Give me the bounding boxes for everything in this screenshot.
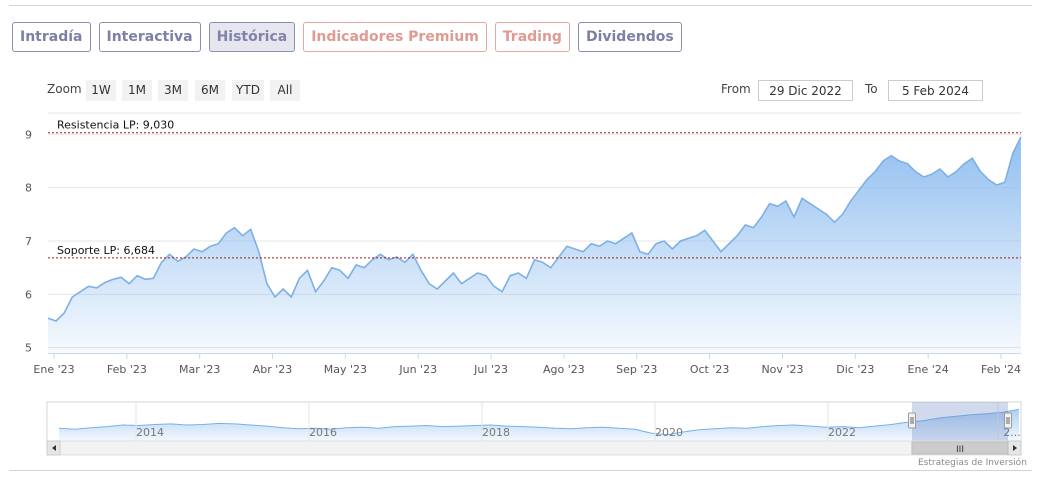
arrow-left-icon [52,445,56,451]
price-area [48,137,1021,353]
bottom-divider [9,470,1032,471]
x-tick-label: Oct '23 [690,363,730,376]
zoom-button-1[interactable]: 1M [122,80,152,101]
price-line [47,136,1022,322]
to-label: To [865,82,878,96]
zoom-button-2[interactable]: 3M [158,80,188,101]
tab-4[interactable]: Trading [494,22,570,52]
navigator-year-label: 2016 [309,426,337,439]
x-tick-label: Ene '23 [33,363,74,376]
plot-line-label-1: Soporte LP: 6,684 [57,244,155,257]
x-tick-label: May '23 [324,363,367,376]
tab-2[interactable]: Histórica [208,22,296,52]
from-date-input[interactable] [758,80,853,101]
x-tick-label: Nov '23 [761,363,803,376]
x-tick-label: Ene '24 [908,363,949,376]
zoom-button-3[interactable]: 6M [195,80,225,101]
tab-3[interactable]: Indicadores Premium [303,22,487,52]
y-tick-label: 8 [25,182,32,195]
scrollbar-track[interactable] [46,440,1022,456]
x-tick-label: Feb '23 [107,363,147,376]
navigator-year-label: 2020 [655,426,683,439]
x-tick-label: Jun '23 [398,363,437,376]
y-tick-label: 5 [25,342,32,355]
y-tick-label: 6 [25,288,32,301]
x-tick-label: Mar '23 [179,363,220,376]
chart-type-tabs: Intradía Interactiva Histórica Indicadores … [12,22,682,52]
x-tick-label: Abr '23 [253,363,293,376]
navigator-area [59,409,1019,441]
navigator-line [58,408,1020,436]
y-tick-label: 7 [25,235,32,248]
zoom-button-5[interactable]: All [270,80,300,101]
x-tick-label: Sep '23 [616,363,657,376]
navigator-mask[interactable] [912,402,1008,441]
scrollbar-grip-icon: III [956,445,964,455]
tab-0[interactable]: Intradía [12,22,91,52]
navigator-year-label: 2... [1003,426,1021,439]
zoom-button-4[interactable]: YTD [232,80,264,101]
plot-line-label-0: Resistencia LP: 9,030 [57,119,174,132]
arrow-right-icon [1013,445,1017,451]
navigator-year-label: 2014 [136,426,164,439]
scrollbar-thumb[interactable] [911,441,1009,455]
zoom-label: Zoom [47,82,82,96]
y-tick-label: 9 [25,128,32,141]
tab-5[interactable]: Dividendos [577,22,682,52]
x-tick-label: Feb '24 [981,363,1021,376]
x-tick-label: Jul '23 [473,363,508,376]
from-label: From [721,82,751,96]
navigator-handle-left[interactable] [908,412,916,429]
navigator-handle-right[interactable] [1004,412,1012,429]
zoom-button-0[interactable]: 1W [86,80,116,101]
top-divider [9,5,1032,6]
x-tick-label: Ago '23 [543,363,585,376]
navigator-year-label: 2018 [482,426,510,439]
chart-credit[interactable]: Estrategias de Inversión [918,458,1027,468]
tab-1[interactable]: Interactiva [98,22,201,52]
x-tick-label: Dic '23 [836,363,874,376]
to-date-input[interactable] [888,80,983,101]
navigator-year-label: 2022 [828,426,856,439]
